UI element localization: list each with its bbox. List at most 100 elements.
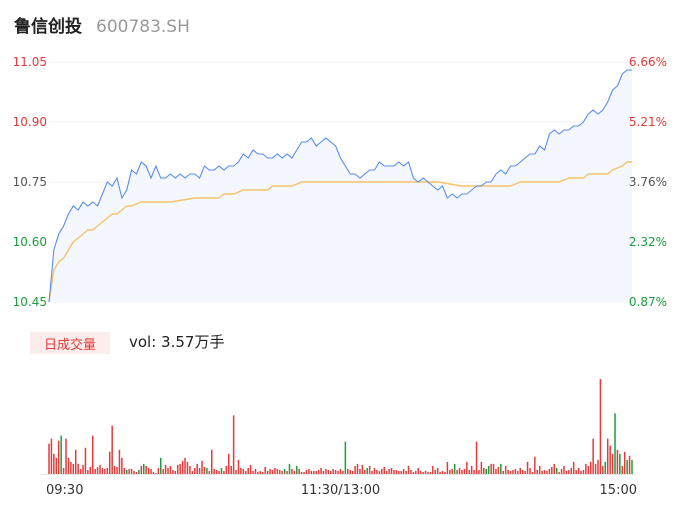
volume-bar [53,453,55,474]
volume-bar [597,459,599,474]
volume-bar [507,469,509,474]
price-axis-tick-label: 10.60 [13,235,47,249]
volume-bar [87,469,89,474]
volume-bar [478,469,480,474]
volume-bar [99,464,101,474]
volume-bar [339,468,342,474]
volume-bar [538,465,541,474]
volume-bar [432,465,434,474]
volume-bar [541,470,543,474]
volume-bar [385,470,388,474]
volume-bar [133,470,135,474]
volume-bar [230,465,232,474]
volume-bar [361,464,364,474]
volume-bar [177,464,179,474]
volume-bar [159,457,162,474]
price-axis-tick-label: 10.90 [13,115,47,129]
volume-bar [298,468,300,474]
stock-code: 600783.SH [96,17,190,37]
volume-bar [548,468,551,474]
volume-bar [269,468,271,474]
volume-bar [565,470,568,474]
volume-bar [101,467,104,474]
volume-bar [436,467,439,474]
volume-bar [62,467,65,474]
volume-bar [121,457,123,474]
volume-bar [288,463,291,474]
volume-bar [602,465,604,474]
volume-bar [67,457,70,474]
volume-bar [104,468,106,474]
volume-bar [429,471,432,474]
pct-axis-tick-label: 5.21% [629,115,667,129]
volume-bar [560,468,563,474]
volume-bar [240,467,242,474]
volume-bar [563,465,565,474]
volume-bar [456,469,458,474]
volume-bar [536,469,539,474]
volume-bar [184,457,186,474]
volume-bar [582,469,585,474]
volume-bar [310,470,313,474]
daily-volume-tab[interactable]: 日成交量 [30,332,110,354]
volume-bar [366,467,368,474]
volume-bar [526,461,529,474]
volume-bar [376,469,378,474]
volume-bar [79,468,82,474]
volume-bar [57,440,60,474]
volume-bar [89,466,92,474]
volume-bar [359,468,361,474]
volume-bar [118,449,121,474]
volume-bar [308,468,310,474]
volume-bar [609,445,611,474]
volume-bar [237,459,240,474]
volume-bar [551,466,553,474]
volume-bar [614,413,616,474]
volume-bar [223,470,225,474]
volume-bar [555,467,558,474]
volume-bar [371,470,373,474]
volume-bar [283,468,286,474]
volume-bar [587,465,590,474]
volume-readout: vol: 3.57万手 [129,333,225,351]
volume-bar [631,459,633,474]
volume-bar [604,461,607,474]
volume-bar [327,469,330,474]
volume-bar [504,465,507,474]
volume-bar [235,469,237,474]
volume-bar [296,465,298,474]
volume-bar [619,453,621,474]
volume-bar [434,469,436,474]
volume-bar [201,460,203,474]
volume-bar [373,467,376,474]
volume-bar [74,449,77,474]
volume-bar [553,463,556,474]
volume-bar [130,468,133,474]
volume-bar [111,425,113,474]
volume-bar [50,438,53,474]
volume-bar [470,465,473,474]
stock-header: 鲁信创投 600783.SH [14,12,190,38]
volume-bar [125,469,128,474]
volume-bar [628,455,631,474]
volume-bar [453,463,456,474]
volume-bar [572,461,575,474]
volume-bar [490,463,492,474]
volume-bar [458,467,461,474]
volume-bar [60,435,62,474]
volume-bar [521,469,524,474]
volume-bar [135,471,138,474]
volume-bar [303,471,305,474]
volume-bar [400,470,402,474]
volume-bar [427,471,429,474]
volume-bar [281,470,283,474]
volume-bar [422,471,424,474]
volume-bar [108,451,111,474]
volume-bar [198,467,201,474]
volume-bar [517,470,519,474]
volume-bar [402,468,405,474]
volume-bar [106,467,109,474]
pct-axis-tick-label: 3.76% [629,175,667,189]
volume-bar [315,470,317,474]
